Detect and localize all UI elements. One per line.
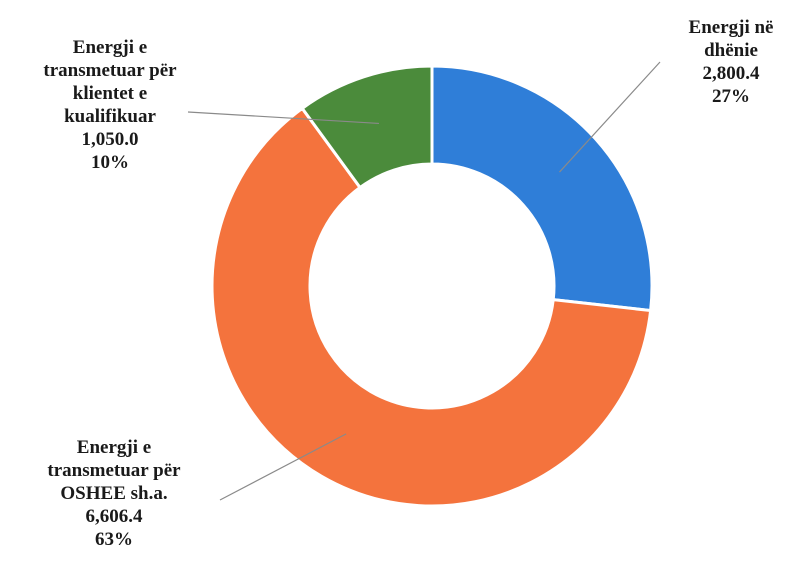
label-line: dhënie	[704, 40, 758, 61]
leader-line-oshee	[219, 433, 347, 501]
label-line: transmetuar për	[43, 60, 177, 81]
slice-energji-ne-dhenie	[430, 64, 654, 313]
slice-percent: 63%	[95, 529, 133, 550]
leader-line-energji-ne-dhenie	[559, 61, 661, 173]
slice-klientet-kualifikuar	[300, 64, 434, 190]
label-oshee: Energji e transmetuar për OSHEE sh.a. 6,…	[18, 436, 210, 551]
label-line: Energji e	[76, 437, 152, 458]
label-energji-ne-dhenie: Energji në dhënie 2,800.4 27%	[668, 16, 794, 108]
label-line: klientet e	[72, 83, 148, 104]
slice-value: 2,800.4	[702, 63, 760, 84]
slice-value: 6,606.4	[85, 506, 143, 527]
label-klientet-kualifikuar: Energji e transmetuar për klientet e kua…	[10, 36, 210, 174]
slice-percent: 10%	[91, 152, 129, 173]
label-line: transmetuar për	[47, 460, 181, 481]
label-line: kualifikuar	[64, 106, 156, 127]
leader-line-klientet	[187, 111, 379, 125]
label-line: Energji në	[688, 17, 774, 38]
label-line: Energji e	[72, 37, 148, 58]
label-line: OSHEE sh.a.	[60, 483, 168, 504]
slice-value: 1,050.0	[81, 129, 139, 150]
slice-percent: 27%	[712, 86, 750, 107]
slice-oshee	[210, 106, 653, 508]
